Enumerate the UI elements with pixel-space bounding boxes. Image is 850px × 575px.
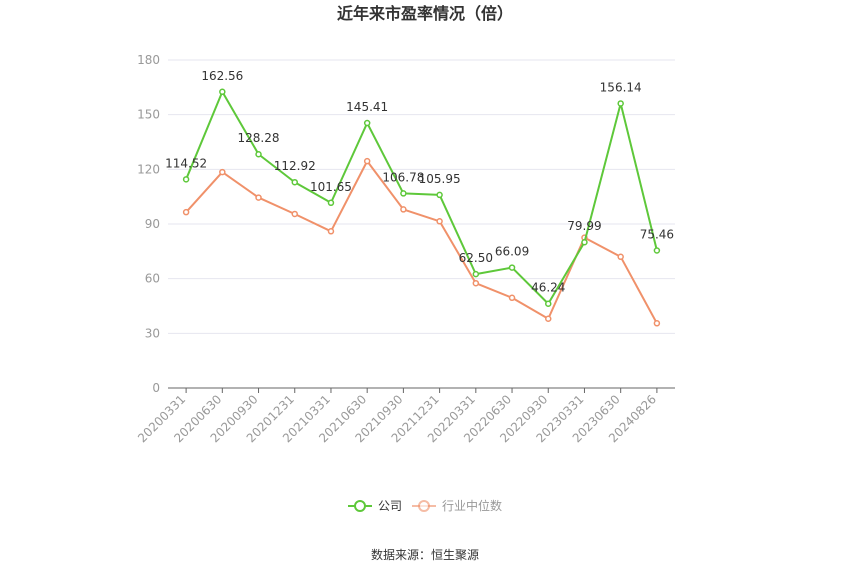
x-axis: 2020033120200630202009302020123120210331… bbox=[135, 387, 675, 445]
series-point-0[interactable] bbox=[255, 150, 262, 158]
series-point-0[interactable] bbox=[327, 199, 335, 207]
data-label: 145.41 bbox=[346, 100, 388, 114]
data-label: 114.52 bbox=[165, 156, 207, 170]
legend-company-marker bbox=[354, 500, 366, 512]
legend-industry-label: 行业中位数 bbox=[442, 498, 502, 513]
series-point-1[interactable] bbox=[545, 315, 552, 323]
series-point-0[interactable] bbox=[472, 270, 480, 278]
series-point-1[interactable] bbox=[653, 320, 661, 327]
series-point-0[interactable] bbox=[508, 264, 516, 271]
legend-industry-marker bbox=[418, 500, 430, 512]
series-point-0[interactable] bbox=[617, 100, 624, 107]
grid-lines bbox=[168, 59, 675, 334]
series-layer bbox=[182, 88, 661, 327]
legend-item-company[interactable]: 公司 bbox=[348, 499, 402, 513]
series-point-0[interactable] bbox=[219, 88, 226, 96]
data-label: 46.24 bbox=[531, 281, 565, 295]
chart-title: 近年来市盈率情况（倍） bbox=[337, 4, 513, 23]
data-labels: 114.52 162.56 128.28 112.92 101.65 145.41 106.… bbox=[165, 69, 674, 295]
y-axis: 0 30 60 90 120 150 180 bbox=[137, 53, 160, 395]
data-label: 112.92 bbox=[274, 159, 316, 173]
y-tick-label: 60 bbox=[145, 272, 160, 286]
series-point-0[interactable] bbox=[400, 190, 407, 197]
series-point-0[interactable] bbox=[182, 176, 190, 183]
y-tick-label: 30 bbox=[145, 326, 160, 340]
y-tick-label: 90 bbox=[145, 217, 160, 231]
data-label: 79.99 bbox=[567, 219, 601, 233]
series-point-0[interactable] bbox=[291, 178, 298, 186]
series-point-1[interactable] bbox=[327, 228, 335, 235]
y-tick-label: 120 bbox=[137, 162, 160, 176]
series-point-0[interactable] bbox=[581, 238, 588, 246]
data-label: 101.65 bbox=[310, 180, 352, 194]
series-point-1[interactable] bbox=[363, 157, 371, 165]
series-point-1[interactable] bbox=[508, 294, 516, 302]
data-label: 105.95 bbox=[419, 172, 461, 186]
data-label: 62.50 bbox=[459, 251, 493, 265]
series-point-1[interactable] bbox=[219, 168, 226, 176]
y-tick-label: 180 bbox=[137, 53, 160, 67]
series-point-1[interactable] bbox=[182, 208, 190, 216]
series-point-0[interactable] bbox=[545, 300, 552, 307]
y-tick-label: 0 bbox=[152, 381, 160, 395]
series-point-1[interactable] bbox=[472, 279, 480, 287]
legend: 公司 行业中位数 bbox=[348, 498, 502, 513]
series-point-1[interactable] bbox=[617, 253, 624, 261]
data-label: 162.56 bbox=[201, 69, 243, 83]
data-label: 66.09 bbox=[495, 245, 529, 259]
data-label: 128.28 bbox=[238, 131, 280, 145]
series-point-1[interactable] bbox=[400, 206, 407, 213]
series-point-0[interactable] bbox=[436, 191, 443, 199]
legend-item-industry-median[interactable]: 行业中位数 bbox=[412, 498, 502, 513]
data-label: 156.14 bbox=[600, 80, 642, 94]
data-label: 106.78 bbox=[382, 170, 424, 184]
data-source: 数据来源：恒生聚源 bbox=[371, 547, 479, 562]
series-line-0 bbox=[185, 90, 658, 305]
legend-company-label: 公司 bbox=[378, 499, 402, 513]
series-point-0[interactable] bbox=[653, 247, 661, 254]
series-point-1[interactable] bbox=[291, 210, 298, 218]
series-point-0[interactable] bbox=[363, 119, 371, 127]
data-label: 75.46 bbox=[640, 227, 674, 241]
series-point-1[interactable] bbox=[436, 218, 443, 225]
series-point-1[interactable] bbox=[255, 194, 262, 201]
y-tick-label: 150 bbox=[137, 108, 160, 122]
